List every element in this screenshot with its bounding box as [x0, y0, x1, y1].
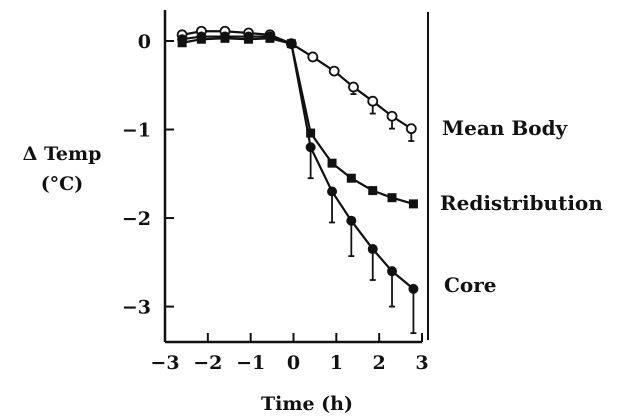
data-point — [387, 266, 398, 277]
series-label-core: Core — [444, 273, 497, 297]
x-tick-label: 2 — [373, 352, 386, 374]
data-point — [367, 95, 379, 107]
data-point — [327, 186, 338, 197]
data-point — [346, 173, 356, 183]
series-label-redistribution: Redistribution — [440, 191, 603, 215]
data-point — [348, 81, 359, 93]
y-ticks: 0 −1 −2 −3 — [122, 31, 174, 319]
data-point — [219, 31, 230, 42]
data-point — [387, 193, 397, 203]
series-mean-body — [176, 25, 417, 142]
data-point — [367, 244, 378, 255]
data-point — [196, 31, 207, 42]
x-tick-label: −3 — [150, 352, 179, 374]
data-point — [368, 186, 378, 196]
data-point — [327, 158, 337, 168]
data-point — [243, 31, 254, 42]
data-point — [264, 31, 275, 42]
data-point — [346, 215, 357, 226]
data-point — [405, 123, 417, 135]
data-point — [286, 38, 297, 49]
data-point — [307, 51, 319, 63]
axes: −3 −2 −1 0 1 2 3 0 −1 −2 −3 — [122, 10, 429, 374]
data-point — [328, 65, 340, 77]
y-tick-label: −3 — [122, 297, 151, 319]
x-axis-title: Time (h) — [261, 393, 353, 415]
series-line — [181, 30, 412, 130]
series-layer — [176, 25, 419, 335]
series-line — [181, 35, 415, 290]
x-tick-label: 3 — [415, 352, 428, 374]
data-point — [177, 34, 188, 45]
x-ticks: −3 −2 −1 0 1 2 3 — [150, 333, 429, 374]
series-redistribution — [177, 33, 418, 209]
series-core — [177, 31, 419, 335]
series-label-mean-body: Mean Body — [442, 116, 569, 140]
x-tick-label: 1 — [330, 352, 343, 374]
x-tick-label: −2 — [193, 352, 222, 374]
series-line — [181, 37, 414, 205]
data-point — [305, 142, 316, 153]
y-tick-label: −2 — [122, 208, 151, 230]
data-point — [408, 283, 419, 294]
data-point — [306, 128, 316, 138]
x-tick-label: 0 — [287, 352, 300, 374]
y-tick-label: 0 — [138, 31, 151, 53]
data-point — [386, 110, 398, 122]
x-tick-label: −1 — [236, 352, 265, 374]
data-point — [408, 199, 418, 209]
y-axis-title-line-2: (°C) — [41, 173, 84, 195]
y-tick-label: −1 — [122, 120, 151, 142]
y-axis-title-line-1: Δ Temp — [23, 143, 102, 165]
